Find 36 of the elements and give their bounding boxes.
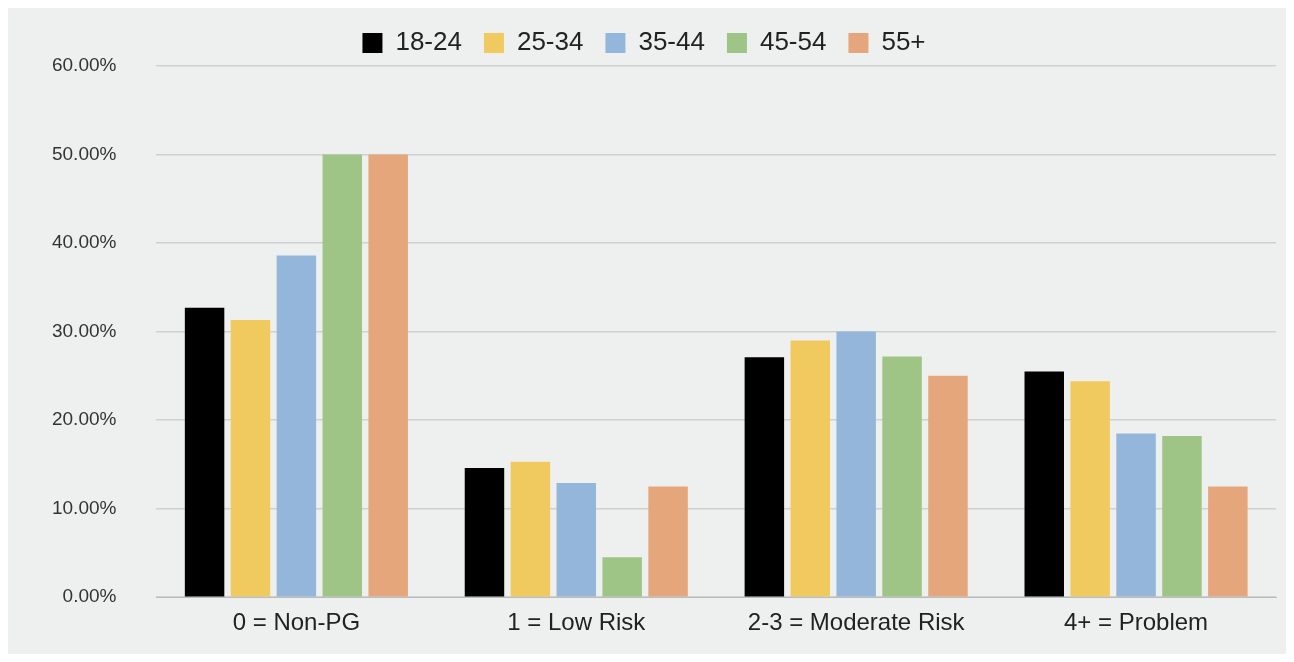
x-tick-label: 4+ = Problem — [1064, 608, 1209, 636]
x-tick-label: 0 = Non-PG — [232, 608, 361, 636]
legend-label: 25-34 — [516, 26, 584, 57]
bar — [1162, 436, 1202, 597]
bar — [556, 482, 597, 597]
bar — [184, 307, 225, 597]
bar — [882, 356, 922, 597]
bar — [1070, 381, 1110, 597]
bar — [368, 154, 408, 597]
y-tick-label: 10.00% — [51, 496, 117, 518]
legend-label: 35-44 — [638, 26, 705, 57]
bar — [1208, 486, 1248, 597]
bar — [928, 375, 968, 597]
bar — [602, 557, 642, 597]
bar — [510, 461, 551, 597]
bar — [464, 467, 505, 597]
y-tick-label: 30.00% — [51, 319, 117, 341]
legend-label: 45-54 — [759, 26, 827, 57]
y-tick-label: 40.00% — [51, 231, 117, 253]
y-tick-label: 50.00% — [51, 142, 117, 164]
bar — [1024, 371, 1064, 597]
bar — [276, 255, 317, 597]
bar — [322, 154, 363, 597]
x-tick-label: 1 = Low Risk — [507, 608, 647, 636]
bar — [1116, 433, 1156, 597]
bar — [744, 357, 785, 597]
bar — [648, 486, 688, 597]
y-tick-label: 20.00% — [51, 408, 117, 430]
legend-label: 55+ — [881, 26, 926, 57]
y-tick-label: 60.00% — [51, 54, 117, 76]
y-tick-label: 0.00% — [62, 585, 117, 607]
bar — [836, 331, 876, 597]
x-tick-label: 2-3 = Moderate Risk — [747, 608, 966, 636]
bar — [790, 340, 830, 597]
legend-label: 18-24 — [395, 26, 462, 57]
bar — [230, 320, 271, 597]
